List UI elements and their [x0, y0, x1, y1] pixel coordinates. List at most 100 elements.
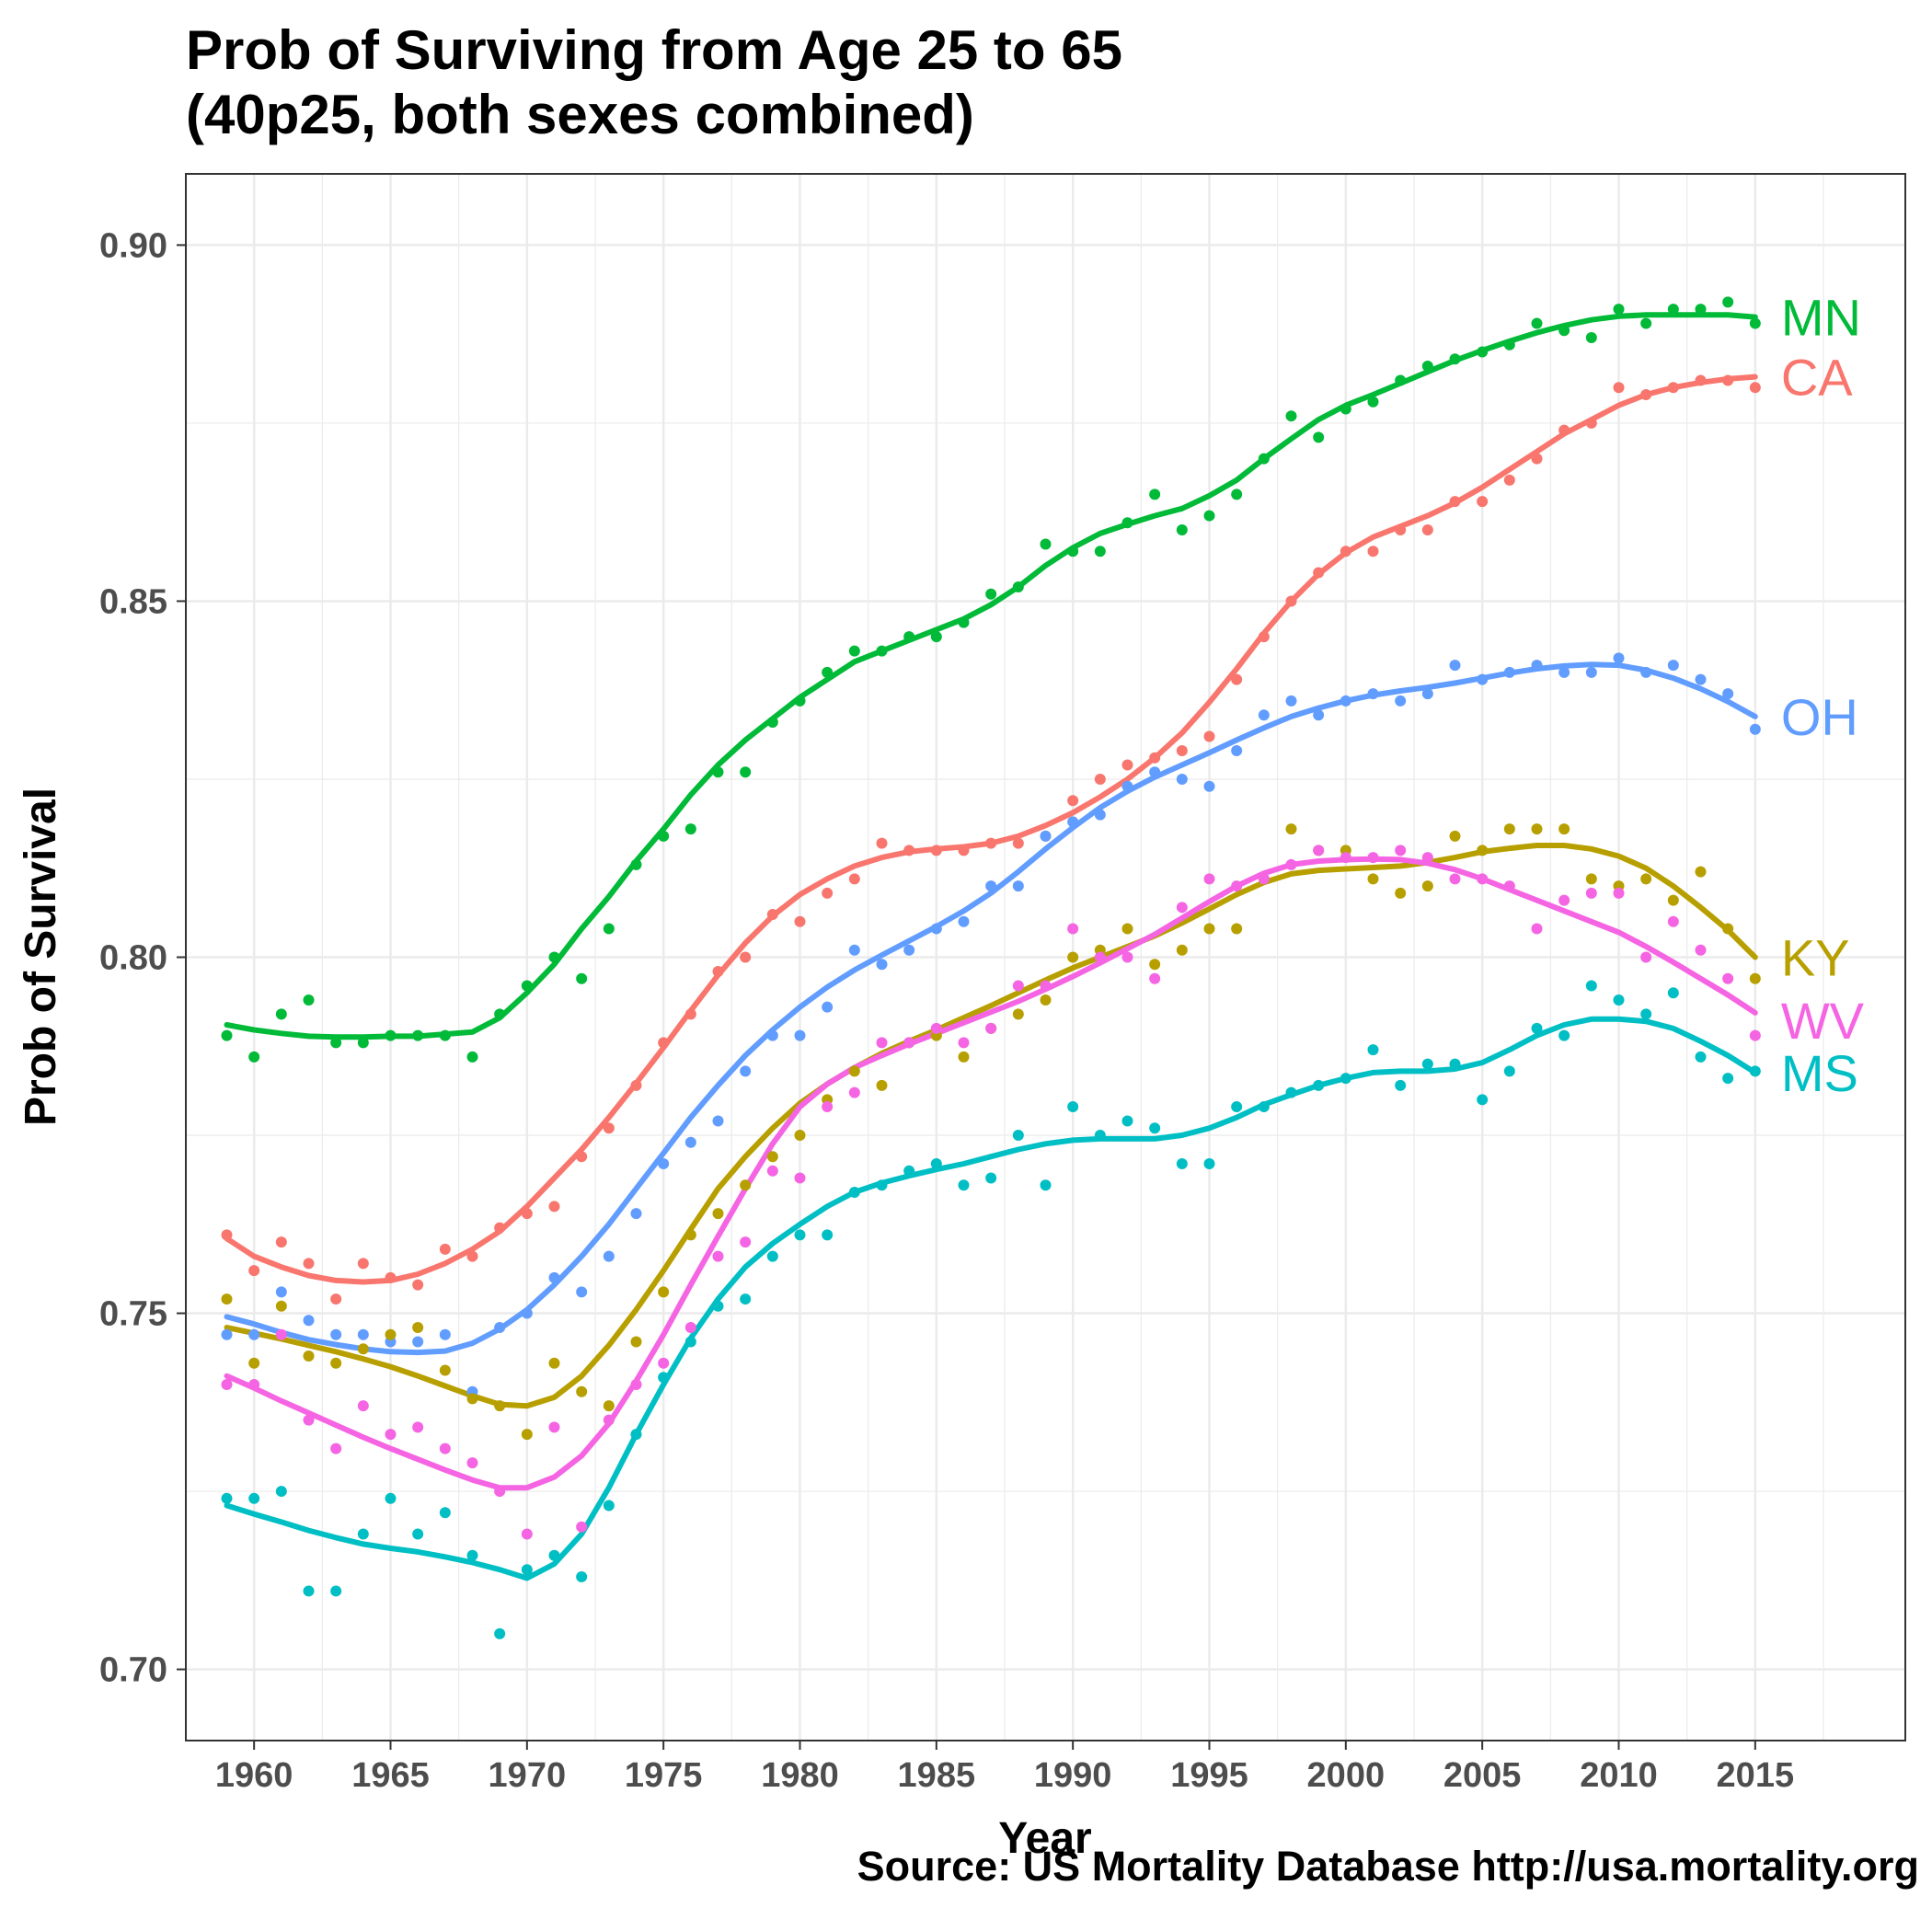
x-tick-label-2000: 2000	[1307, 1756, 1386, 1795]
point-ca-2005	[1477, 496, 1489, 508]
point-wv-1965	[385, 1429, 397, 1441]
point-wv-2008	[1558, 894, 1570, 906]
point-ca-1968	[466, 1250, 478, 1262]
point-oh-1993	[1149, 766, 1161, 778]
point-oh-1978	[740, 1065, 752, 1077]
point-ms-1997	[1258, 1101, 1270, 1113]
point-oh-2007	[1531, 660, 1543, 672]
point-mn-1999	[1313, 431, 1325, 443]
point-ca-1967	[439, 1243, 451, 1255]
point-ca-2002	[1395, 524, 1407, 536]
point-ky-1962	[303, 1350, 315, 1362]
point-ms-2006	[1503, 1065, 1515, 1077]
point-wv-1983	[876, 1037, 888, 1049]
point-ca-1973	[603, 1122, 615, 1134]
point-ky-1980	[794, 1130, 806, 1142]
trend-line-ky	[224, 843, 1758, 1409]
point-ms-1992	[1121, 1115, 1133, 1127]
point-ms-1964	[357, 1528, 369, 1540]
point-wv-1977	[712, 1250, 724, 1262]
point-wv-1973	[603, 1414, 615, 1426]
point-ms-1979	[766, 1250, 778, 1262]
point-wv-2010	[1613, 887, 1625, 899]
point-wv-1981	[822, 1101, 834, 1113]
point-wv-2002	[1395, 845, 1407, 856]
point-ms-1987	[985, 1172, 997, 1184]
point-wv-1963	[330, 1443, 342, 1454]
point-ca-1981	[822, 887, 834, 899]
point-oh-1964	[357, 1328, 369, 1340]
point-ms-1973	[603, 1500, 615, 1511]
point-ca-1972	[576, 1151, 588, 1163]
y-axis-title: Prob of Survival	[17, 787, 65, 1126]
point-ca-2011	[1640, 388, 1652, 400]
point-ca-2015	[1749, 382, 1761, 394]
point-oh-1961	[275, 1286, 287, 1298]
point-wv-2011	[1640, 951, 1652, 963]
point-mn-2013	[1695, 304, 1707, 316]
point-ky-1975	[658, 1286, 670, 1298]
point-ca-1965	[385, 1271, 397, 1283]
point-ky-1986	[958, 1051, 970, 1063]
point-ms-1976	[684, 1336, 696, 1348]
point-ms-1968	[466, 1549, 478, 1561]
point-oh-1996	[1231, 745, 1243, 757]
point-mn-1996	[1231, 488, 1243, 500]
point-mn-1967	[439, 1029, 451, 1041]
point-ms-1959	[221, 1492, 233, 1504]
point-ca-1970	[521, 1208, 533, 1220]
point-mn-1961	[275, 1008, 287, 1020]
point-oh-1975	[658, 1157, 670, 1169]
point-ms-1982	[848, 1186, 860, 1198]
point-ms-1974	[630, 1429, 642, 1441]
point-ky-1967	[439, 1364, 451, 1376]
point-ca-1999	[1313, 567, 1325, 579]
point-oh-1959	[221, 1328, 233, 1340]
point-mn-1971	[548, 951, 560, 963]
point-ms-1966	[412, 1528, 424, 1540]
point-oh-1973	[603, 1250, 615, 1262]
point-ky-1978	[740, 1179, 752, 1191]
point-ky-1959	[221, 1293, 233, 1305]
point-ca-1963	[330, 1293, 342, 1305]
series-label-ky: KY	[1781, 929, 1850, 987]
point-mn-2001	[1367, 396, 1379, 408]
point-ms-1971	[548, 1549, 560, 1561]
x-tick-label-1970: 1970	[489, 1756, 567, 1795]
point-ky-2013	[1695, 866, 1707, 878]
point-ca-1995	[1203, 730, 1215, 742]
point-mn-1988	[1012, 580, 1024, 592]
point-mn-1972	[576, 972, 588, 984]
point-wv-1978	[740, 1236, 752, 1248]
point-mn-2002	[1395, 374, 1407, 386]
point-mn-2007	[1531, 317, 1543, 329]
point-oh-1992	[1121, 780, 1133, 792]
point-ms-2010	[1613, 994, 1625, 1006]
point-ms-1996	[1231, 1101, 1243, 1113]
point-ky-1976	[684, 1229, 696, 1241]
point-ms-1962	[303, 1585, 315, 1597]
point-ky-2004	[1449, 830, 1461, 842]
point-wv-1970	[521, 1528, 533, 1540]
point-oh-1999	[1313, 709, 1325, 721]
point-ca-2012	[1667, 382, 1679, 394]
point-oh-2003	[1421, 688, 1433, 700]
point-oh-2008	[1558, 666, 1570, 678]
point-oh-1963	[330, 1328, 342, 1340]
point-mn-1993	[1149, 488, 1161, 500]
point-mn-1992	[1121, 517, 1133, 529]
point-ms-1986	[958, 1179, 970, 1191]
point-ky-1993	[1149, 959, 1161, 971]
point-ky-1982	[848, 1065, 860, 1077]
point-ca-2001	[1367, 546, 1379, 557]
point-ms-1977	[712, 1300, 724, 1312]
source-caption: Source: US Mortality Database http://usa…	[857, 1843, 1919, 1890]
point-wv-1993	[1149, 972, 1161, 984]
point-ky-2002	[1395, 887, 1407, 899]
point-mn-2004	[1449, 353, 1461, 365]
series-label-ms: MS	[1781, 1044, 1858, 1102]
point-mn-2011	[1640, 317, 1652, 329]
point-mn-2015	[1749, 317, 1761, 329]
point-oh-1989	[1040, 830, 1052, 842]
